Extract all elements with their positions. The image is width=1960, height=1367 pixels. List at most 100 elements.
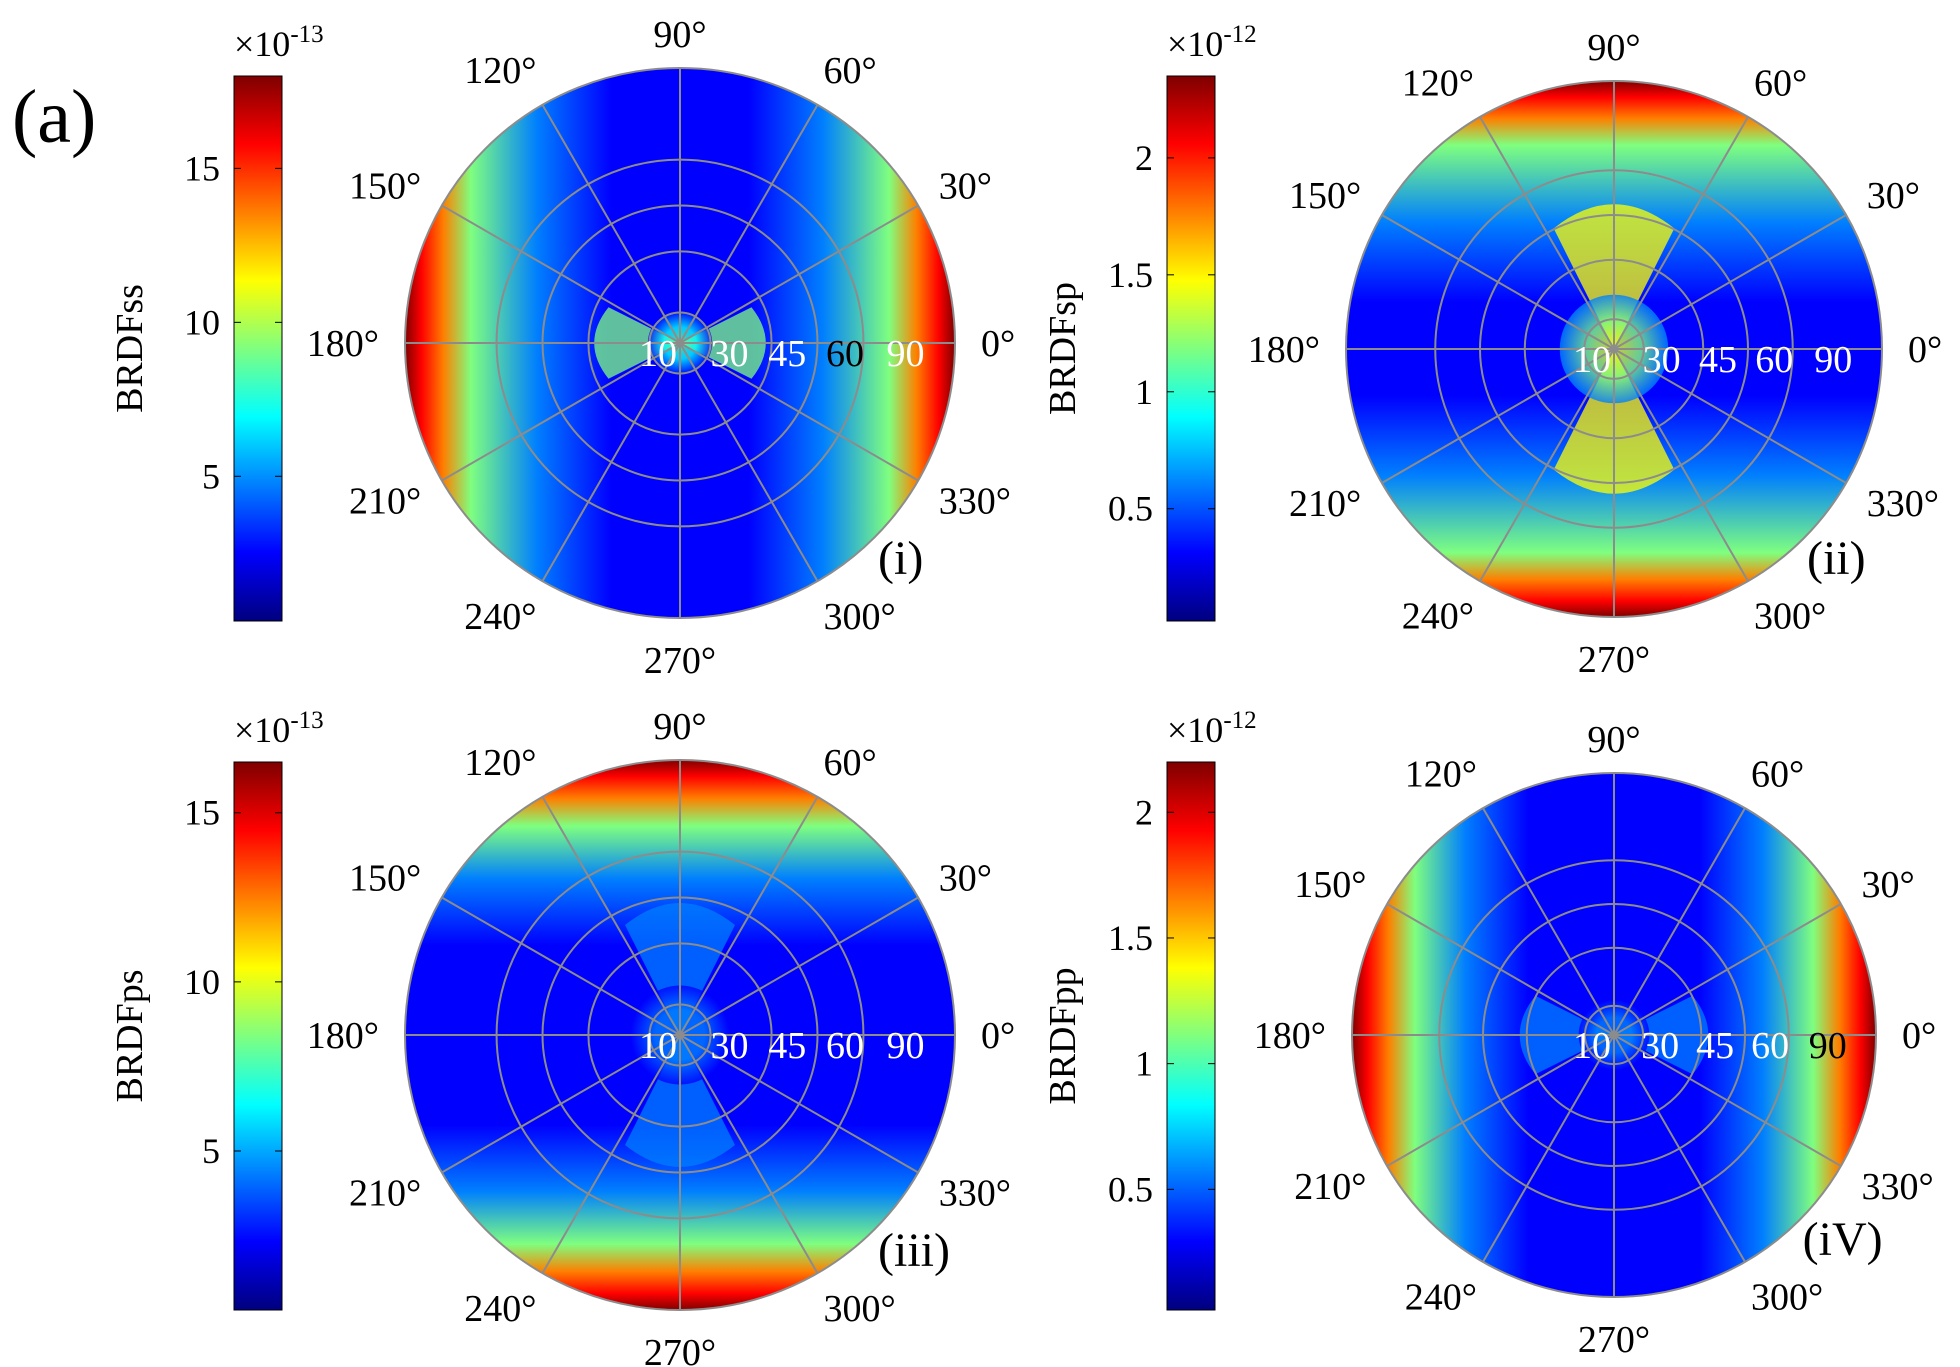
angular-tick-label: 90°	[653, 14, 706, 56]
angular-tick-label: 60°	[1751, 753, 1804, 795]
colorbar-tick-label: 0.5	[1108, 1169, 1153, 1209]
colorbar-tick-label: 2	[1135, 138, 1153, 178]
colorbar-tick-label: 2	[1135, 792, 1153, 832]
angular-tick-label: 270°	[644, 1332, 716, 1367]
angular-tick-label: 240°	[1405, 1277, 1477, 1319]
polar-grid	[404, 759, 956, 1311]
radial-tick-label: 10	[1573, 339, 1611, 381]
colorbar	[233, 75, 283, 622]
angular-tick-label: 150°	[1294, 864, 1366, 906]
angular-tick-label: 150°	[1289, 175, 1361, 217]
angular-tick-label: 210°	[349, 1173, 421, 1215]
angular-tick-label: 180°	[307, 1015, 379, 1057]
panel-label: (ii)	[1807, 532, 1866, 585]
colorbar-tick-label: 15	[184, 793, 220, 833]
radial-tick-label: 30	[1643, 339, 1681, 381]
figure-label: (a)	[12, 75, 96, 159]
colorbar-label: BRDFpp	[1042, 967, 1084, 1104]
angular-tick-label: 60°	[1754, 62, 1807, 104]
angular-tick-label: 210°	[349, 481, 421, 523]
colorbar-exponent: ×10-12	[1167, 21, 1257, 64]
radial-tick-label: 10	[1573, 1025, 1611, 1067]
colorbar-tick-label: 0.5	[1108, 489, 1153, 529]
angular-tick-label: 120°	[464, 742, 536, 784]
polar-grid	[1351, 772, 1877, 1298]
colorbar-tick-label: 5	[202, 456, 220, 496]
radial-tick-label: 90	[1814, 339, 1852, 381]
radial-tick-label: 30	[1641, 1025, 1679, 1067]
angular-tick-label: 60°	[824, 50, 877, 92]
colorbar-exponent-base: ×10	[234, 710, 290, 750]
angular-tick-label: 120°	[1405, 753, 1477, 795]
colorbar-exponent-base: ×10	[234, 24, 290, 64]
angular-gridline	[1386, 903, 1842, 1167]
colorbar-exponent-base: ×10	[1167, 710, 1223, 750]
panel-2: 0.5 1 1.5 2 ×10-12 BRDFsp 10 30 45 60 90 0° 30° 60° 90…	[1042, 21, 1942, 681]
angular-gridline	[1381, 214, 1847, 484]
angular-tick-label: 120°	[464, 50, 536, 92]
radial-tick-label: 60	[826, 1025, 864, 1067]
radial-tick-label: 45	[1699, 339, 1737, 381]
colorbar-exponent-power: -12	[1223, 21, 1256, 48]
angular-tick-label: 0°	[981, 323, 1015, 365]
radial-tick-label: 60	[1755, 339, 1793, 381]
radial-tick-label: 60	[826, 333, 864, 375]
angular-gridline	[441, 204, 919, 482]
angular-tick-label: 90°	[1587, 719, 1640, 761]
angular-tick-label: 0°	[1908, 329, 1942, 371]
radial-tick-label: 30	[711, 1025, 749, 1067]
colorbar-tick-label: 10	[184, 302, 220, 342]
panel-4: 0.5 1 1.5 2 ×10-12 BRDFpp 10 30 45 60 90 0° 30° 60° 90…	[1042, 707, 1936, 1361]
angular-tick-label: 300°	[1754, 596, 1826, 638]
colorbar-tick-label: 1	[1135, 372, 1153, 412]
angular-tick-label: 210°	[1294, 1166, 1366, 1208]
angular-tick-label: 330°	[1862, 1166, 1934, 1208]
radial-tick-label: 90	[1809, 1025, 1847, 1067]
angular-tick-label: 150°	[349, 166, 421, 208]
angular-tick-label: 330°	[939, 481, 1011, 523]
angular-tick-label: 270°	[1578, 639, 1650, 681]
radial-tick-label: 45	[1696, 1025, 1734, 1067]
angular-tick-label: 30°	[1862, 864, 1915, 906]
angular-tick-label: 210°	[1289, 483, 1361, 525]
angular-gridline	[441, 896, 919, 1174]
colorbar-tick-label: 5	[202, 1131, 220, 1171]
colorbar	[1166, 75, 1216, 622]
angular-tick-label: 330°	[1867, 483, 1939, 525]
colorbar-exponent: ×10-12	[1167, 707, 1257, 750]
angular-tick-label: 180°	[1254, 1015, 1326, 1057]
angular-tick-label: 300°	[824, 1288, 896, 1330]
angular-tick-label: 180°	[1248, 329, 1320, 371]
angular-tick-label: 90°	[653, 706, 706, 748]
angular-tick-label: 300°	[824, 596, 896, 638]
angular-tick-label: 60°	[824, 742, 877, 784]
radial-tick-label: 90	[887, 1025, 925, 1067]
colorbar-exponent-power: -12	[1223, 707, 1256, 734]
polar-grid	[404, 67, 956, 619]
colorbar-tick-label: 1.5	[1108, 918, 1153, 958]
angular-tick-label: 180°	[307, 323, 379, 365]
radial-tick-label: 45	[768, 333, 806, 375]
angular-tick-label: 270°	[644, 640, 716, 682]
panel-3: 5 10 15 ×10-13 BRDFps 10 30 45 60 90 0° 30° 60° 90° 12…	[109, 706, 1015, 1367]
colorbar-label: BRDFsp	[1042, 282, 1084, 415]
angular-tick-label: 270°	[1578, 1319, 1650, 1361]
colorbar-tick-label: 15	[184, 148, 220, 188]
angular-tick-label: 240°	[464, 1288, 536, 1330]
radial-tick-label: 10	[639, 333, 677, 375]
radial-tick-label: 45	[768, 1025, 806, 1067]
colorbar-exponent: ×10-13	[234, 21, 324, 64]
radial-tick-label: 30	[711, 333, 749, 375]
colorbar-exponent: ×10-13	[234, 707, 324, 750]
colorbar-label: BRDFps	[109, 969, 151, 1102]
colorbar-label: BRDFss	[109, 284, 151, 413]
angular-tick-label: 30°	[1867, 175, 1920, 217]
angular-tick-label: 300°	[1751, 1277, 1823, 1319]
angular-tick-label: 0°	[981, 1015, 1015, 1057]
angular-tick-label: 30°	[939, 166, 992, 208]
radial-tick-label: 10	[639, 1025, 677, 1067]
panel-label: (iii)	[878, 1224, 950, 1277]
panel-label: (i)	[878, 532, 923, 585]
